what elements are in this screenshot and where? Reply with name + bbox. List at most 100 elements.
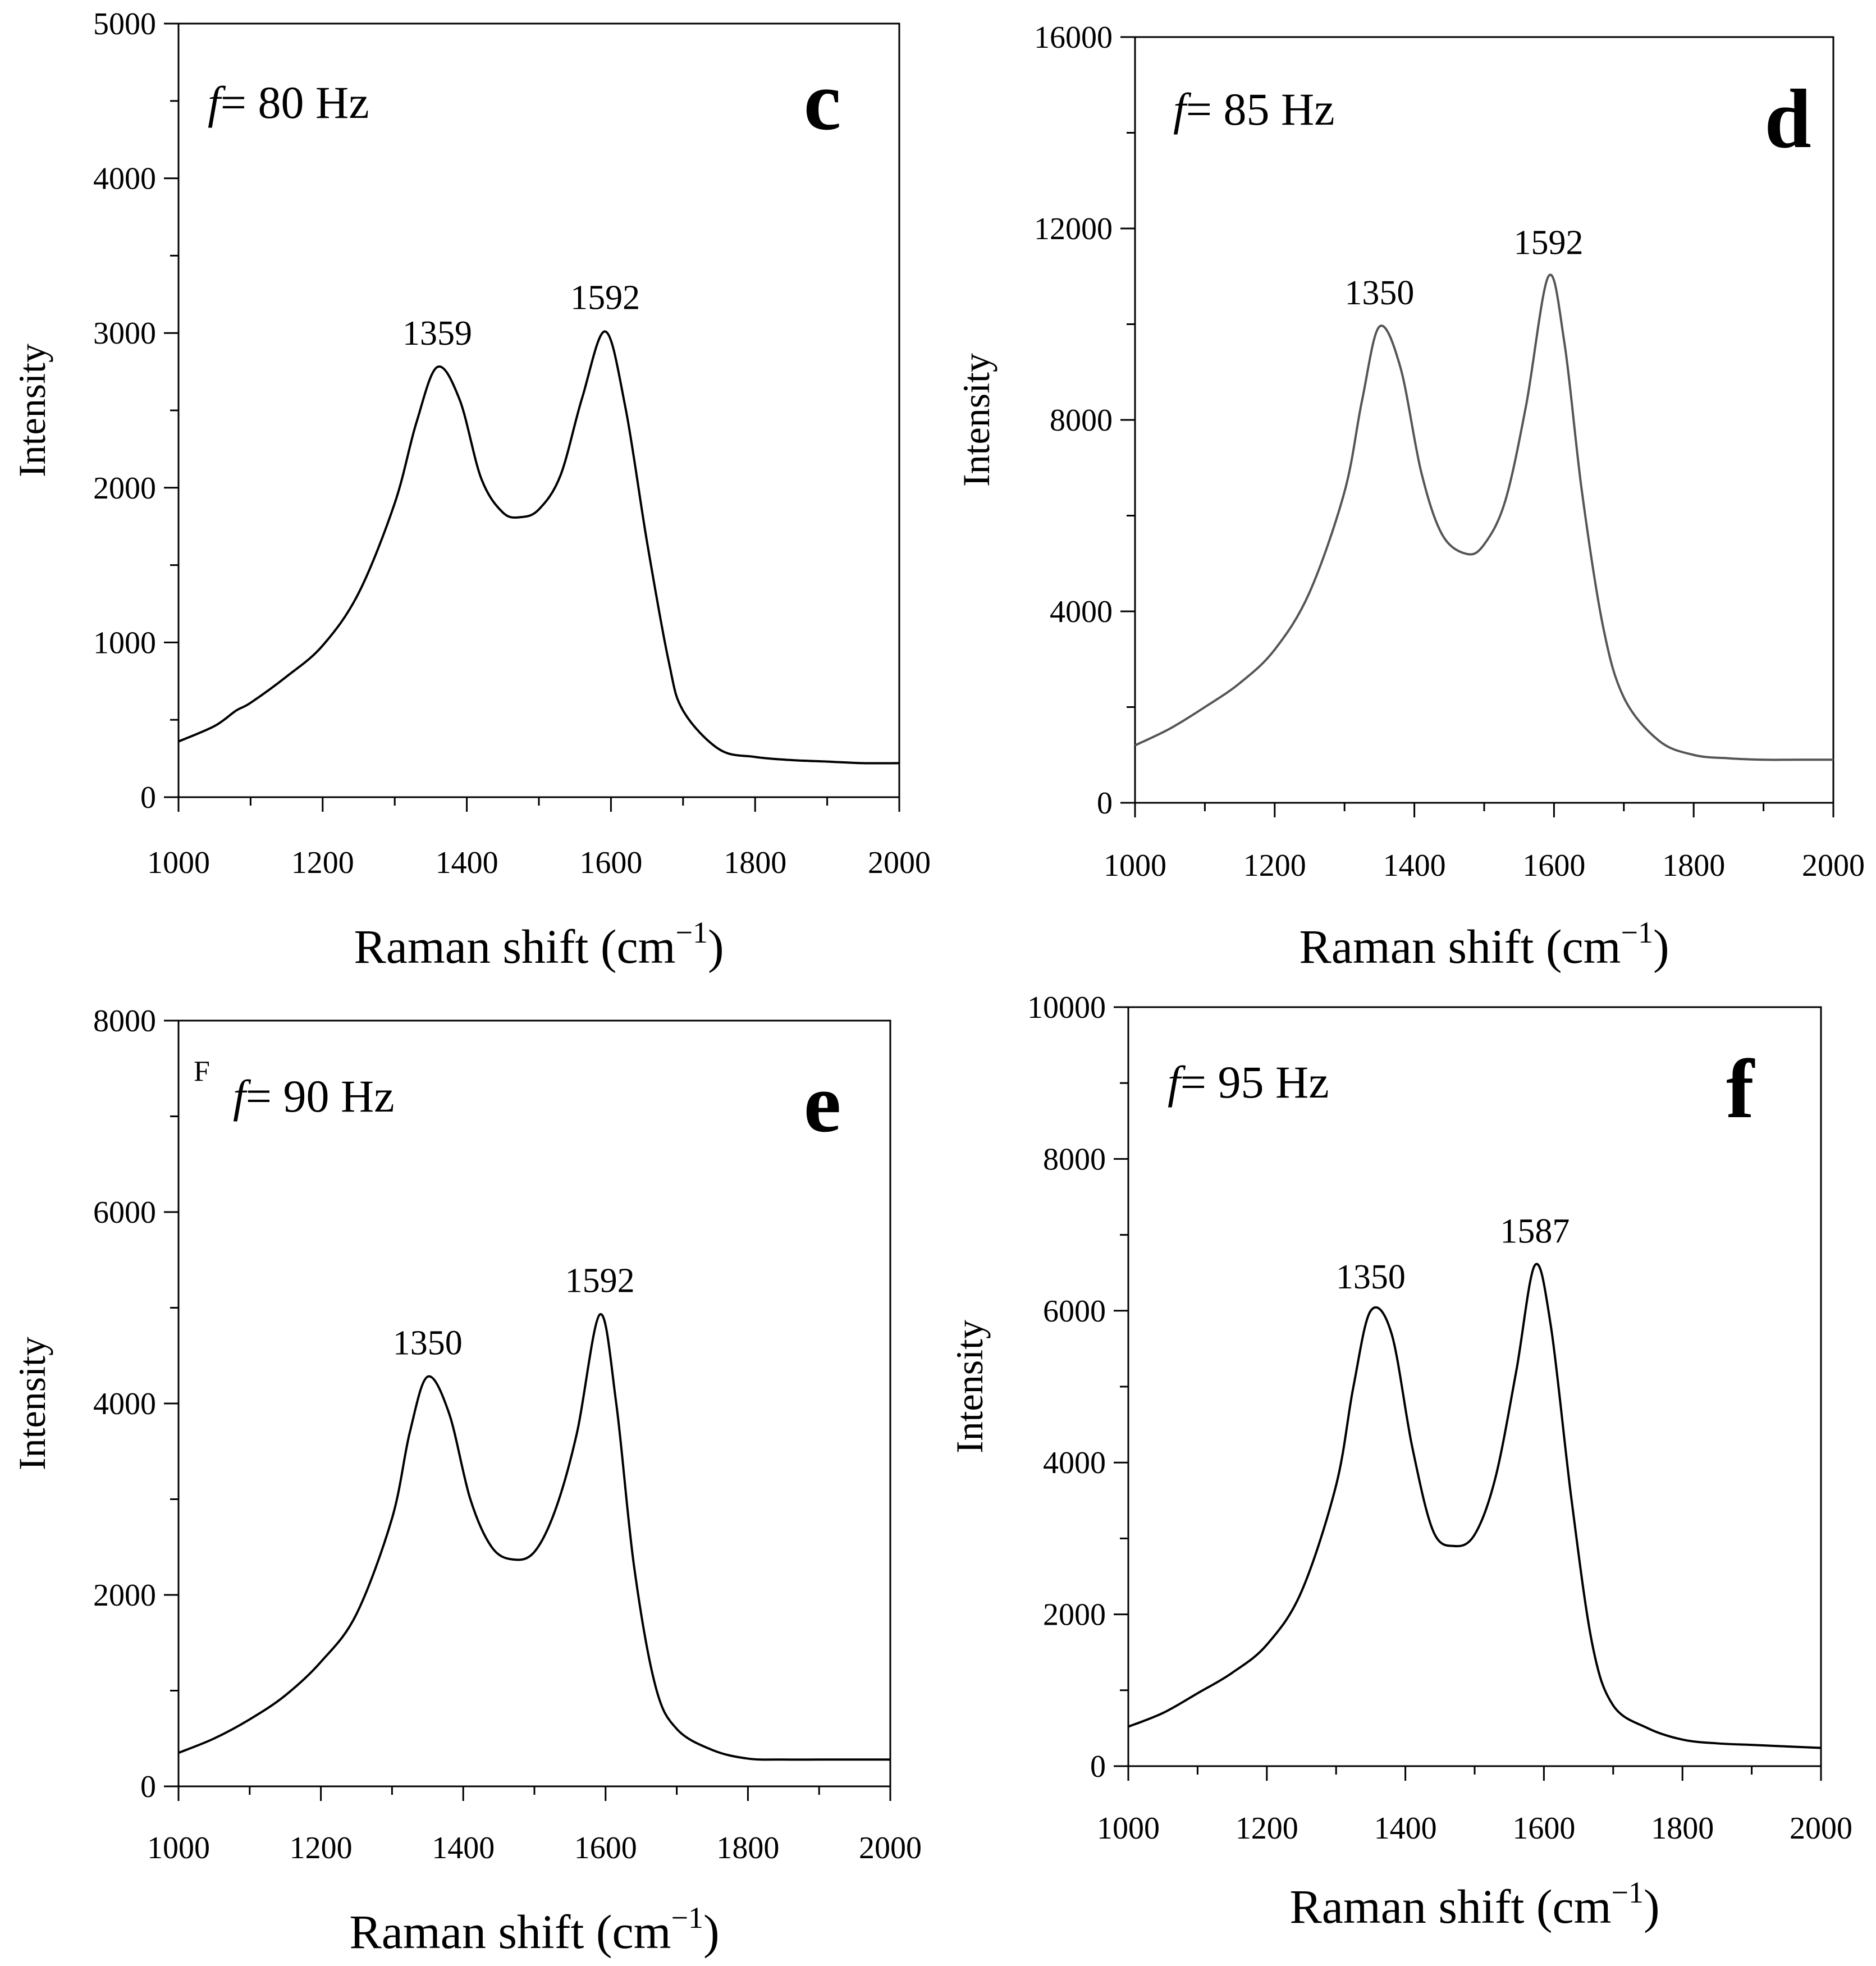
x-tick-label: 1000: [147, 1831, 210, 1866]
x-axis-label: Raman shift (cm−1): [1299, 916, 1669, 973]
y-axis-label: Intensity: [948, 1320, 991, 1453]
x-tick-label: 1800: [724, 845, 786, 880]
peak-label: 1350: [393, 1324, 463, 1362]
frequency-annotation: f= 80 Hz: [208, 77, 369, 128]
stray-mark: F: [194, 1055, 210, 1087]
x-tick-label: 1200: [290, 1831, 353, 1866]
x-tick-label: 1600: [1512, 1811, 1575, 1846]
x-tick-label: 1000: [147, 845, 210, 880]
x-axis-label: Raman shift (cm−1): [349, 1901, 719, 1959]
panel-letter: f: [1726, 1043, 1755, 1136]
raman-spectrum-line: [1128, 1263, 1822, 1749]
y-tick-label: 10000: [1027, 990, 1106, 1025]
plot-frame: [1134, 36, 1834, 804]
y-tick-label: 3000: [93, 316, 156, 351]
y-tick-label: 8000: [1043, 1142, 1106, 1177]
x-tick-label: 1800: [1662, 848, 1725, 883]
panel-letter: d: [1764, 72, 1811, 166]
x-tick-label: 1600: [579, 845, 642, 880]
y-tick-label: 6000: [1043, 1294, 1106, 1329]
peak-label: 1592: [1513, 223, 1583, 262]
raman-spectrum-line: [178, 330, 900, 765]
x-tick-label: 2000: [859, 1831, 922, 1866]
y-tick-label: 8000: [1050, 403, 1113, 438]
x-axis-label-superscript: −1: [1621, 916, 1653, 949]
x-tick-label: 2000: [1790, 1811, 1852, 1846]
x-tick-label: 1400: [1383, 848, 1446, 883]
x-axis-label: Raman shift (cm−1): [1289, 1876, 1659, 1933]
y-tick-label: 4000: [1050, 595, 1113, 629]
x-axis-label-close: ): [1653, 920, 1669, 973]
raman-spectrum-line: [178, 1313, 890, 1761]
y-tick-label: 8000: [93, 1004, 156, 1039]
y-tick-label: 0: [140, 780, 156, 815]
y-tick-label: 6000: [93, 1195, 156, 1230]
x-axis-label-superscript: −1: [1612, 1876, 1644, 1909]
y-tick-label: 1000: [93, 625, 156, 660]
y-axis-label: Intensity: [11, 1337, 53, 1470]
x-tick-label: 1400: [436, 845, 498, 880]
plot-frame: [177, 1019, 891, 1787]
frequency-value: = 90 Hz: [246, 1071, 395, 1122]
y-tick-label: 5000: [93, 7, 156, 42]
peak-label: 1350: [1344, 274, 1414, 312]
y-tick-label: 2000: [1043, 1598, 1106, 1633]
x-axis-label-close: ): [1644, 1880, 1660, 1933]
x-tick-label: 1600: [1522, 848, 1585, 883]
peak-label: 1359: [402, 314, 472, 353]
peak-label: 1592: [570, 278, 640, 317]
panel-d: 1000 1200 1400 1600 1800 2000 0 4000 8000 12000 16…: [955, 20, 1865, 973]
x-tick-label: 1400: [432, 1831, 495, 1866]
x-axis-label-main: Raman shift (cm: [1289, 1880, 1611, 1933]
y-tick-label: 16000: [1034, 20, 1113, 55]
x-tick-label: 1000: [1097, 1811, 1160, 1846]
x-tick-label: 1200: [291, 845, 354, 880]
x-axis-label-close: ): [708, 920, 724, 973]
x-axis-label-superscript: −1: [671, 1901, 703, 1935]
y-tick-label: 2000: [93, 1578, 156, 1613]
x-axis-label-main: Raman shift (cm: [1299, 920, 1621, 973]
x-tick-label: 1800: [1651, 1811, 1714, 1846]
x-tick-label: 2000: [1802, 848, 1865, 883]
peak-label: 1350: [1336, 1258, 1406, 1296]
frequency-value: = 80 Hz: [221, 77, 369, 128]
peak-label: 1592: [565, 1261, 635, 1300]
frequency-value: = 95 Hz: [1180, 1057, 1329, 1108]
x-tick-label: 1200: [1243, 848, 1306, 883]
frequency-annotation: f= 90 Hz: [233, 1071, 395, 1122]
x-tick-label: 1400: [1374, 1811, 1437, 1846]
x-axis-label-main: Raman shift (cm: [354, 920, 675, 973]
y-tick-label: 0: [140, 1770, 156, 1804]
y-tick-label: 4000: [1043, 1446, 1106, 1480]
x-tick-label: 1800: [716, 1831, 779, 1866]
raman-spectrum-line: [1134, 273, 1833, 761]
y-tick-label: 4000: [93, 1387, 156, 1421]
panel-e: 1000 1200 1400 1600 1800 2000 0 2000 4000 6000 800…: [11, 1004, 922, 1959]
x-tick-label: 1200: [1236, 1811, 1298, 1846]
panel-c: 1000 1200 1400 1600 1800 2000 0 1000 2000 3000 400…: [11, 7, 931, 973]
y-axis-label: Intensity: [955, 353, 998, 487]
x-tick-label: 1000: [1104, 848, 1166, 883]
x-axis-label-main: Raman shift (cm: [349, 1905, 671, 1959]
frequency-annotation: f= 85 Hz: [1173, 84, 1335, 135]
y-tick-label: 4000: [93, 162, 156, 196]
y-tick-label: 2000: [93, 471, 156, 506]
x-axis-label: Raman shift (cm−1): [354, 916, 724, 973]
plot-frame: [177, 22, 900, 798]
plot-frame: [1127, 1006, 1822, 1767]
panel-letter: c: [804, 54, 841, 148]
frequency-annotation: f= 95 Hz: [1168, 1057, 1329, 1108]
y-axis-label: Intensity: [11, 344, 53, 477]
x-tick-label: 1600: [574, 1831, 637, 1866]
peak-label: 1587: [1500, 1213, 1570, 1251]
y-tick-label: 0: [1097, 786, 1113, 821]
x-axis-label-close: ): [703, 1905, 720, 1959]
y-tick-label: 0: [1090, 1749, 1106, 1784]
x-tick-label: 2000: [868, 845, 931, 880]
y-tick-label: 12000: [1034, 212, 1113, 246]
panel-f: 1000 1200 1400 1600 1800 2000 0 2000 4000 6000 800…: [948, 990, 1852, 1933]
frequency-value: = 85 Hz: [1186, 84, 1335, 135]
panel-letter: e: [804, 1057, 841, 1150]
x-axis-label-superscript: −1: [676, 916, 708, 949]
